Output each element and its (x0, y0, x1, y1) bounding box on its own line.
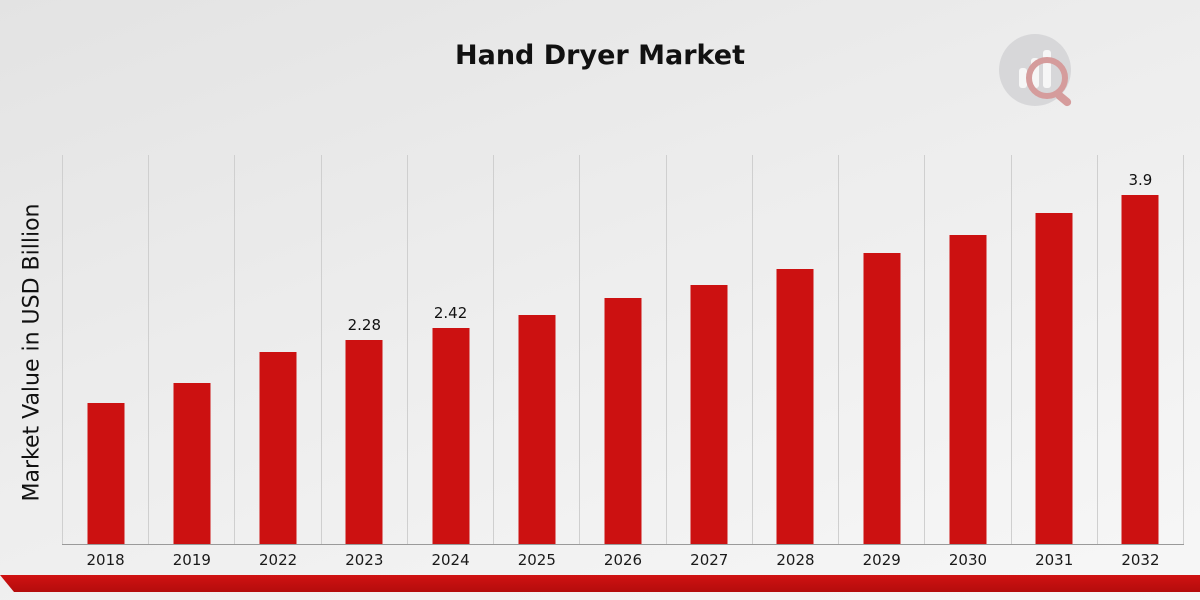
bar-2024 (432, 328, 470, 544)
category-cell: 2.28 2023 (322, 155, 408, 569)
x-tick-label: 2030 (948, 551, 988, 569)
x-tick-label: 2019 (172, 551, 211, 569)
bar-2031 (1035, 213, 1073, 544)
x-tick-label: 2024 (431, 551, 470, 569)
x-tick-label: 2023 (345, 551, 384, 569)
bar-value-label: 2.42 (433, 304, 468, 322)
category-cell: 2018 (62, 155, 150, 569)
bar-2023 (345, 340, 383, 544)
bar-2018 (87, 403, 125, 544)
bar-2030 (949, 235, 987, 544)
category-cell: 2028 (753, 155, 840, 569)
logo-magnifier-icon (1026, 57, 1068, 99)
bar-2025 (518, 315, 556, 544)
category-cell: 2030 (925, 155, 1012, 569)
category-cell: 2025 (494, 155, 581, 569)
chart-title: Hand Dryer Market (455, 40, 745, 71)
bar-2027 (690, 285, 728, 544)
bar-2028 (776, 269, 814, 544)
category-cell: 3.9 2032 (1098, 155, 1185, 569)
logo-magnifier-handle-icon (1055, 91, 1072, 107)
x-tick-label: 2027 (690, 551, 729, 569)
category-cell: 2029 (839, 155, 926, 569)
brand-logo (993, 28, 1085, 114)
bar-value-label: 3.9 (1128, 171, 1153, 189)
x-tick-label: 2032 (1121, 551, 1160, 569)
brand-logo-icon (999, 34, 1072, 107)
bar-value-label: 2.28 (347, 316, 382, 334)
category-cell: 2022 (235, 155, 322, 569)
category-cell: 2031 (1012, 155, 1098, 569)
category-cell: 2026 (580, 155, 667, 569)
bar-2026 (604, 298, 642, 544)
x-tick-label: 2025 (517, 551, 556, 569)
category-cell: 2019 (149, 155, 236, 569)
x-tick-label: 2026 (603, 551, 643, 569)
bar-2019 (173, 383, 211, 544)
x-tick-label: 2018 (86, 551, 125, 569)
bar-2022 (259, 352, 297, 544)
plot-area: 2018 2019 2022 2.28 2023 2.42 2024 2025 2026 2027… (62, 155, 1185, 569)
logo-bar-icon (1043, 50, 1051, 88)
x-tick-label: 2028 (776, 551, 815, 569)
bar-2029 (863, 253, 901, 544)
x-tick-label: 2029 (862, 551, 901, 569)
x-tick-label: 2022 (258, 551, 298, 569)
footer-accent-band (0, 575, 1200, 592)
bar-2032 (1121, 195, 1159, 544)
y-axis-label: Market Value in USD Billion (19, 203, 45, 502)
category-cell: 2027 (667, 155, 753, 569)
logo-bar-icon (1019, 68, 1027, 88)
category-cell: 2.42 2024 (408, 155, 495, 569)
x-tick-label: 2031 (1035, 551, 1074, 569)
